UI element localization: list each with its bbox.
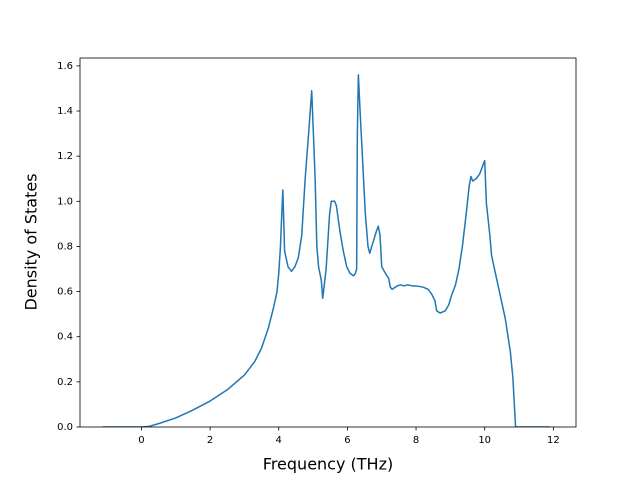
x-tick-label: 2 <box>207 435 213 446</box>
y-tick-label: 1.6 <box>57 61 73 72</box>
x-tick-label: 6 <box>344 435 350 446</box>
y-tick-label: 0.6 <box>57 287 73 298</box>
x-tick-label: 4 <box>276 435 282 446</box>
x-tick-label: 8 <box>413 435 419 446</box>
plot-frame <box>79 57 577 428</box>
y-tick-label: 0.4 <box>57 332 73 343</box>
x-tick-label: 10 <box>478 435 491 446</box>
y-tick-label: 0.2 <box>57 377 73 388</box>
y-tick-label: 0.0 <box>57 422 73 433</box>
y-tick-label: 1.4 <box>57 106 73 117</box>
x-axis-label: Frequency (THz) <box>263 455 393 474</box>
data-line <box>102 74 550 427</box>
y-tick-label: 0.8 <box>57 241 73 252</box>
y-tick-label: 1.0 <box>57 196 73 207</box>
y-tick-label: 1.2 <box>57 151 73 162</box>
y-axis-label: Density of States <box>22 173 41 310</box>
x-tick-label: 0 <box>138 435 144 446</box>
x-tick-label: 12 <box>547 435 560 446</box>
